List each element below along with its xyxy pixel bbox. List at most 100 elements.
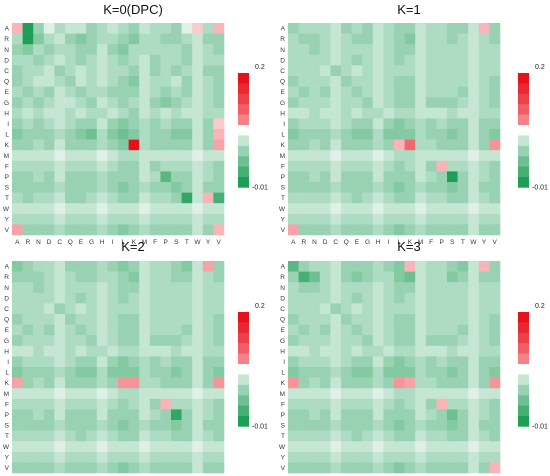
- heatmap-cell: [96, 182, 108, 193]
- heatmap-cell: [330, 292, 342, 304]
- heatmap-cell: [468, 420, 480, 431]
- heatmap-cell: [33, 282, 45, 294]
- heatmap-cell: [96, 430, 108, 442]
- heatmap-cell: [319, 171, 331, 183]
- heatmap-cell: [436, 86, 448, 98]
- heatmap-cell: [118, 213, 129, 225]
- heatmap-cell: [128, 139, 140, 151]
- heatmap-cell: [457, 182, 469, 193]
- heatmap-cell: [478, 314, 490, 325]
- colorbar-segment: [518, 364, 529, 375]
- heatmap-cell: [128, 203, 140, 215]
- heatmap-cell: [65, 203, 76, 215]
- heatmap-cell: [404, 65, 416, 77]
- heatmap-cell: [372, 171, 384, 183]
- heatmap-cell: [383, 44, 395, 56]
- heatmap-cell: [288, 23, 299, 34]
- heatmap-cell: [425, 76, 437, 87]
- heatmap-cell: [213, 150, 225, 162]
- row-tick-label: M: [280, 153, 285, 160]
- heatmap-cell: [457, 44, 469, 56]
- heatmap-cell: [394, 54, 405, 66]
- heatmap-cell: [107, 86, 119, 98]
- heatmap-cell: [383, 213, 395, 225]
- heatmap-cell: [192, 33, 204, 45]
- heatmap-cell: [171, 23, 182, 34]
- heatmap-cell: [351, 335, 363, 347]
- heatmap-cell: [372, 441, 384, 453]
- heatmap-cell: [309, 367, 321, 378]
- heatmap-cell: [319, 213, 331, 225]
- heatmap-cell: [160, 345, 172, 357]
- heatmap-cell: [86, 213, 98, 225]
- heatmap-cell: [33, 398, 45, 410]
- heatmap-cell: [107, 76, 119, 87]
- heatmap-cell: [362, 129, 374, 140]
- colorbar-segment: [238, 83, 249, 95]
- row-tick-label: E: [281, 89, 286, 96]
- heatmap-cell: [298, 367, 310, 378]
- heatmap-cell: [288, 420, 299, 431]
- row-tick-label: Q: [4, 317, 9, 324]
- row-tick-label: R: [4, 274, 9, 281]
- heatmap-cell: [288, 398, 299, 410]
- heatmap-cell: [394, 420, 405, 431]
- heatmap-cell: [468, 44, 480, 56]
- heatmap-cell: [457, 324, 469, 336]
- heatmap-cell: [149, 182, 161, 193]
- heatmap-cell: [394, 224, 405, 236]
- heatmap-cell: [447, 398, 458, 410]
- heatmap-cell: [404, 23, 416, 34]
- heatmap-cell: [478, 97, 490, 109]
- heatmap-cell: [468, 430, 480, 442]
- heatmap-cell: [107, 160, 119, 172]
- heatmap-cell: [96, 420, 108, 431]
- heatmap-cell: [33, 182, 45, 193]
- heatmap-cell: [362, 430, 374, 442]
- heatmap-cell: [96, 271, 108, 283]
- heatmap-cell: [404, 324, 416, 336]
- heatmap-cell: [96, 324, 108, 336]
- col-tick-label: E: [355, 239, 360, 246]
- heatmap-cell: [128, 345, 140, 357]
- heatmap-cell: [65, 420, 76, 431]
- heatmap-cell: [436, 54, 448, 66]
- heatmap-cell: [149, 324, 161, 336]
- heatmap-cell: [139, 192, 151, 204]
- heatmap-cell: [341, 182, 352, 193]
- heatmap-cell: [478, 54, 490, 66]
- heatmap-cell: [309, 324, 321, 336]
- heatmap-cell: [128, 430, 140, 442]
- heatmap-cell: [447, 345, 458, 357]
- heatmap-cell: [298, 54, 310, 66]
- heatmap-cell: [372, 420, 384, 431]
- heatmap-cell: [415, 192, 427, 204]
- heatmap-cell: [309, 314, 321, 325]
- heatmap-cell: [425, 97, 437, 109]
- row-tick-label: M: [4, 153, 9, 160]
- heatmap-cell: [96, 129, 108, 140]
- heatmap-cell: [447, 182, 458, 193]
- heatmap-cell: [425, 462, 437, 474]
- heatmap-cell: [118, 282, 129, 294]
- heatmap-cell: [43, 303, 55, 315]
- row-tick-label: G: [4, 100, 9, 107]
- heatmap-cell: [202, 54, 214, 66]
- heatmap-cell: [288, 86, 299, 98]
- heatmap-cell: [22, 261, 34, 272]
- col-tick-label: M: [418, 239, 423, 246]
- heatmap-cell: [22, 451, 34, 463]
- heatmap-cell: [319, 303, 331, 315]
- heatmap-cell: [319, 282, 331, 294]
- row-tick-label: E: [5, 327, 10, 334]
- heatmap-cell: [436, 345, 448, 357]
- heatmap-cell: [12, 441, 23, 453]
- heatmap-cell: [22, 192, 34, 204]
- heatmap-cell: [54, 224, 66, 236]
- heatmap-cell: [202, 335, 214, 347]
- heatmap-cell: [65, 192, 76, 204]
- panel-title: K=2: [121, 239, 145, 254]
- heatmap-cell: [478, 356, 490, 368]
- heatmap-cell: [213, 451, 225, 463]
- heatmap-cell: [351, 261, 363, 272]
